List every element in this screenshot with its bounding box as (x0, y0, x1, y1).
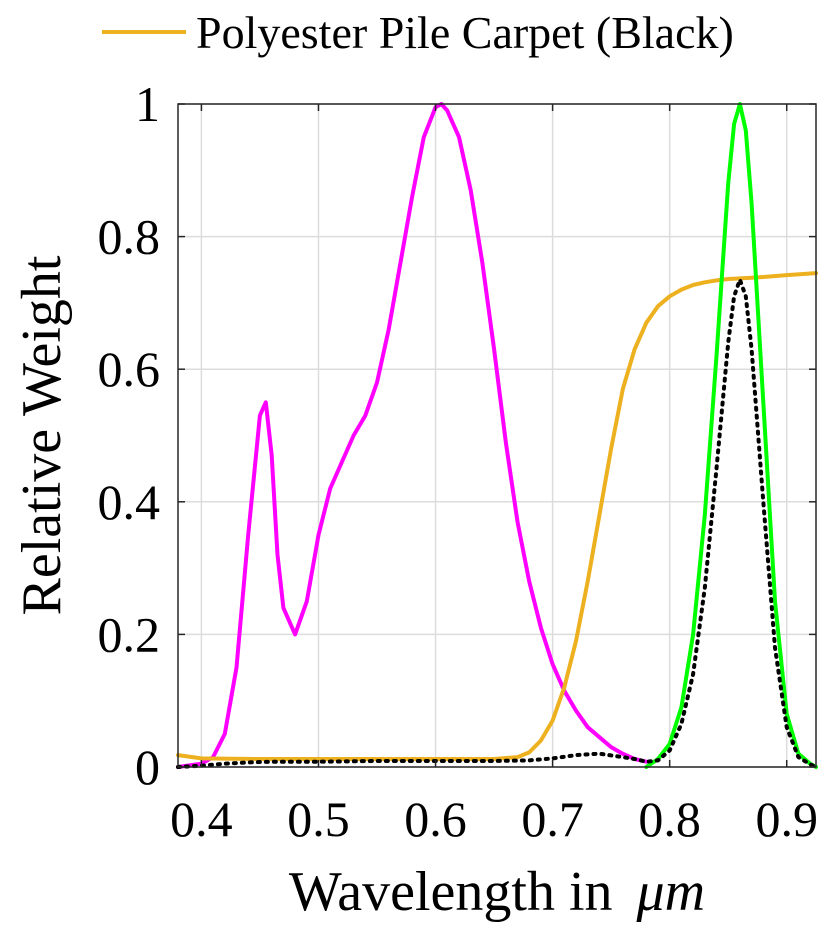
legend: Polyester Pile Carpet (Black) (102, 7, 734, 58)
x-tick-label: 0.9 (755, 791, 818, 847)
y-tick-label: 0 (135, 739, 160, 795)
x-axis-label-unit: μm (636, 861, 706, 923)
x-tick-label: 0.8 (638, 791, 701, 847)
y-tick-label: 0.2 (98, 606, 161, 662)
x-tick-label: 0.4 (170, 791, 233, 847)
tick-marks (178, 103, 816, 768)
legend-label: Polyester Pile Carpet (Black) (196, 7, 734, 58)
series-line-4 (176, 277, 818, 769)
y-tick-label: 0.8 (98, 209, 161, 265)
y-tick-label: 0.4 (98, 474, 161, 530)
x-axis-label: Wavelength in μm (289, 861, 705, 923)
y-tick-label: 0.6 (98, 341, 161, 397)
x-tick-label: 0.7 (521, 791, 584, 847)
series-layer (176, 102, 818, 769)
x-tick-label: 0.5 (287, 791, 350, 847)
series-line-3 (644, 102, 818, 769)
y-tick-label: 1 (135, 76, 160, 132)
x-axis-label-text: Wavelength in (289, 861, 613, 923)
plot-frame (177, 103, 817, 768)
series-line-1 (176, 102, 649, 769)
x-tick-label: 0.6 (404, 791, 467, 847)
y-axis-label: Relative Weight (11, 255, 73, 615)
tick-labels: 0.4 0.5 0.6 0.7 0.8 0.9 0 0.2 0.4 0.6 0.8 1 (98, 76, 818, 847)
